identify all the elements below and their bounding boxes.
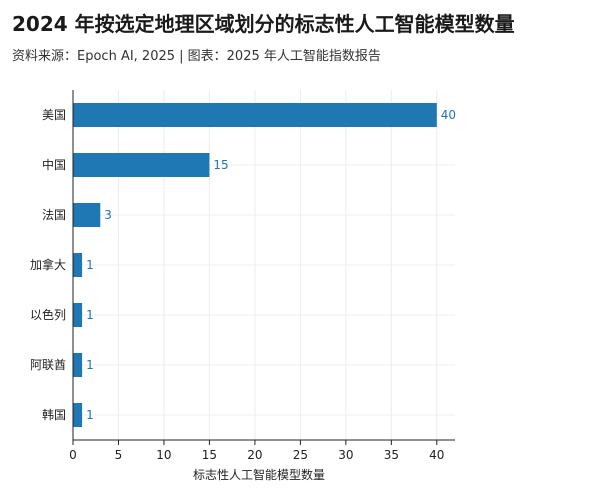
bar	[73, 353, 83, 377]
x-tick-label: 15	[202, 448, 217, 462]
bar	[73, 103, 437, 127]
bars-layer: 40 15 3 1 1 1 1	[73, 103, 456, 427]
value-label: 1	[86, 408, 94, 422]
x-tick-label: 20	[247, 448, 262, 462]
x-tick-label: 0	[69, 448, 77, 462]
bar	[73, 203, 101, 227]
bar	[73, 303, 83, 327]
chart-title: 2024 年按选定地理区域划分的标志性人工智能模型数量	[12, 12, 515, 36]
x-tick-label: 25	[293, 448, 308, 462]
x-tick-label: 10	[156, 448, 171, 462]
value-label: 40	[441, 108, 456, 122]
x-tick-label: 40	[429, 448, 444, 462]
category-label: 美国	[42, 108, 66, 122]
x-tick-label: 30	[338, 448, 353, 462]
category-label: 中国	[42, 157, 66, 172]
value-label: 3	[104, 208, 112, 222]
grid-layer	[73, 90, 455, 440]
value-label: 15	[213, 158, 228, 172]
x-tick-label: 35	[384, 448, 399, 462]
category-label: 法国	[42, 208, 66, 222]
bar	[73, 403, 83, 427]
value-label: 1	[86, 258, 94, 272]
category-label: 韩国	[42, 407, 66, 422]
value-label: 1	[86, 358, 94, 372]
category-label: 加拿大	[30, 257, 66, 272]
chart-subtitle: 资料来源：Epoch AI, 2025 | 图表：2025 年人工智能指数报告	[12, 49, 381, 64]
category-label: 阿联酋	[30, 357, 66, 372]
value-label: 1	[86, 308, 94, 322]
x-axis-title: 标志性人工智能模型数量	[193, 467, 325, 482]
bar	[73, 253, 83, 277]
bar	[73, 153, 210, 177]
category-label: 以色列	[30, 308, 66, 322]
x-tick-label: 5	[115, 448, 123, 462]
